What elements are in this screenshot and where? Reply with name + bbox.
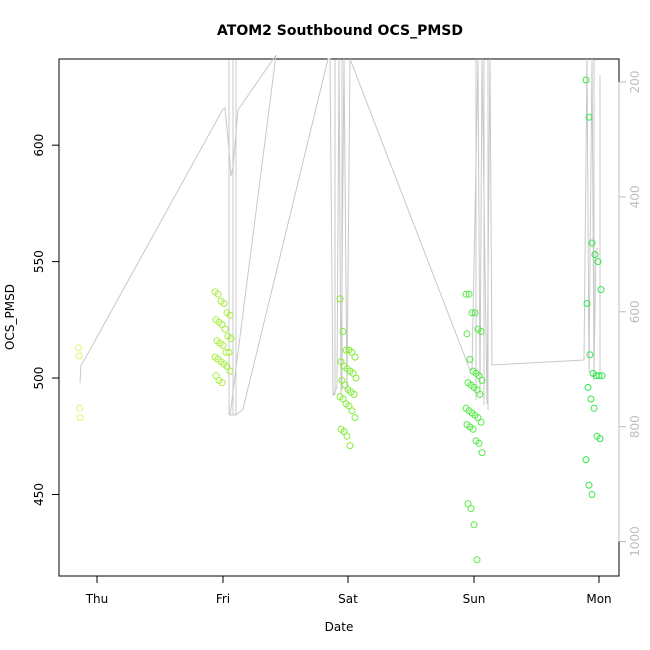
data-point (76, 414, 84, 422)
data-point (585, 481, 593, 489)
x-tick-label: Mon (586, 592, 611, 606)
x-tick-label: Fri (216, 592, 230, 606)
data-point (471, 309, 479, 317)
y-tick-label: 600 (32, 134, 46, 157)
data-point (220, 300, 228, 307)
data-point (465, 290, 473, 298)
data-point (342, 346, 350, 354)
data-point (463, 330, 471, 338)
data-point (598, 372, 606, 380)
data-point (352, 374, 360, 382)
trace-line (79, 54, 599, 416)
data-point (582, 76, 590, 84)
y2-tick-label: 200 (628, 71, 642, 94)
data-point (597, 286, 605, 294)
data-point (477, 418, 485, 426)
data-point (469, 425, 477, 433)
data-point (595, 372, 603, 380)
data-point (478, 376, 486, 384)
data-point (588, 239, 596, 247)
scatter-points (75, 76, 606, 564)
data-point (350, 390, 358, 398)
line-trace (79, 54, 601, 416)
y-tick-label: 550 (32, 250, 46, 273)
data-point (214, 290, 222, 298)
x-tick-label: Sat (338, 592, 358, 606)
data-point (75, 344, 82, 352)
data-point (476, 390, 484, 398)
y-tick-label: 500 (32, 367, 46, 390)
x-axis-label: Date (325, 620, 354, 634)
data-point (462, 290, 470, 298)
y2-axis: 200 400 600 800 1000 (618, 71, 642, 557)
data-point (594, 258, 602, 266)
data-point (218, 379, 226, 387)
data-point (336, 295, 344, 303)
data-point (470, 521, 478, 529)
data-point (221, 325, 229, 333)
data-point (478, 449, 486, 457)
y-axis-label: OCS_PMSD (3, 284, 17, 350)
data-point (339, 328, 347, 335)
data-point (343, 432, 351, 440)
data-point (219, 341, 227, 349)
data-point (467, 505, 475, 512)
data-point (76, 404, 84, 412)
data-point (596, 435, 604, 443)
data-point (226, 311, 234, 319)
y2-tick-label: 1000 (628, 526, 642, 557)
y2-tick-label: 800 (628, 415, 642, 438)
data-point (225, 348, 233, 356)
data-point (582, 456, 590, 464)
data-point (468, 309, 476, 317)
data-point (587, 395, 595, 403)
x-tick-label: Thu (85, 592, 109, 606)
data-point (75, 352, 83, 360)
data-point (583, 300, 591, 307)
data-point (351, 353, 359, 361)
data-point (351, 414, 359, 422)
y-tick-label: 450 (32, 483, 46, 506)
data-point (586, 351, 594, 359)
chart-title: ATOM2 Southbound OCS_PMSD (217, 23, 463, 39)
data-point (475, 439, 483, 447)
data-point (222, 348, 230, 356)
data-point (584, 383, 592, 391)
data-point (473, 556, 481, 564)
data-point (348, 407, 356, 415)
y2-tick-label: 600 (628, 300, 642, 323)
data-point (590, 404, 598, 412)
data-point (477, 328, 485, 335)
data-point (591, 251, 599, 259)
data-point (226, 367, 234, 375)
data-point (346, 442, 354, 450)
data-point (585, 113, 593, 121)
x-axis: Thu Fri Sat Sun Mon (85, 575, 612, 606)
y2-tick-label: 400 (628, 185, 642, 208)
y-axis: 450 500 550 600 (32, 134, 60, 506)
data-point (227, 335, 235, 342)
x-tick-label: Sun (463, 592, 486, 606)
data-point (466, 355, 474, 363)
data-point (588, 491, 596, 498)
